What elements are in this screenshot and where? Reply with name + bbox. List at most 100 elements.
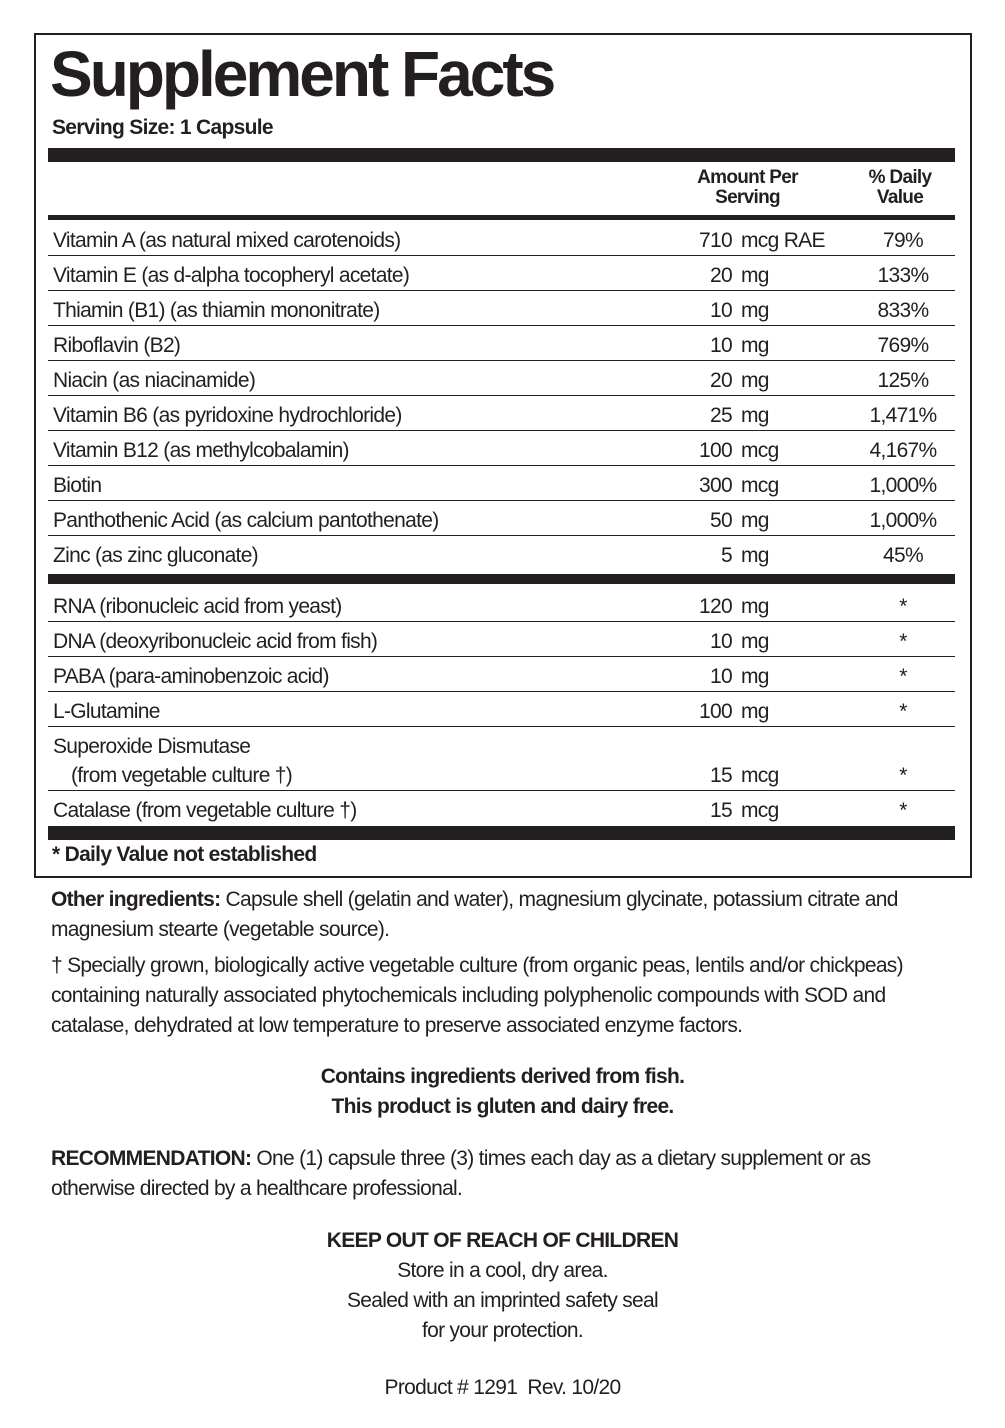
serving-size: Serving Size: 1 Capsule	[52, 116, 274, 139]
table-row: Niacin (as niacinamide) 20 mg 125%	[48, 361, 955, 396]
divider-thick	[48, 826, 955, 840]
warning: KEEP OUT OF REACH OF CHILDREN	[326, 1229, 679, 1252]
divider-medium	[48, 215, 955, 220]
header-amount-line: Amount Per	[697, 167, 798, 188]
amount-value: 15	[710, 799, 733, 822]
allergen-statement: Contains ingredients derived from fish. …	[0, 1062, 1005, 1122]
storage-line: Sealed with an imprinted safety seal	[347, 1289, 659, 1312]
daily-value: 45%	[883, 544, 924, 567]
amount-value: 120	[699, 595, 733, 618]
recommendation: RECOMMENDATION: One (1) capsule three (3…	[51, 1144, 951, 1204]
daily-value: 4,167%	[869, 439, 937, 462]
table-row: Vitamin B6 (as pyridoxine hydrochloride)…	[48, 396, 955, 431]
table-row: L-Glutamine 100 mg *	[48, 692, 955, 727]
daily-value: *	[899, 630, 907, 653]
table-row: Zinc (as zinc gluconate) 5 mg 45%	[48, 536, 955, 570]
amount-unit: mg	[741, 544, 769, 567]
nutrient-source: (from vegetable culture †)	[71, 764, 293, 787]
divider-thick	[48, 574, 955, 584]
amount-unit: mcg	[741, 764, 779, 787]
amount-value: 15	[710, 764, 733, 787]
table-row: Vitamin B12 (as methylcobalamin) 100 mcg 4,…	[48, 431, 955, 466]
table-row: Thiamin (B1) (as thiamin mononitrate) 10 m…	[48, 291, 955, 326]
amount-value: 20	[710, 369, 733, 392]
amount-unit: mcg	[741, 799, 779, 822]
daily-value: 1,000%	[869, 474, 937, 497]
other-ingredients-text: Capsule shell (gelatin and water), magne…	[51, 888, 898, 941]
divider-thick	[48, 148, 955, 162]
footnote: * Daily Value not established	[52, 843, 317, 866]
nutrient-name: Thiamin (B1) (as thiamin mononitrate)	[53, 299, 380, 322]
nutrient-name: Biotin	[53, 474, 102, 497]
nutrient-name: Vitamin B6 (as pyridoxine hydrochloride)	[53, 404, 402, 427]
storage-block: KEEP OUT OF REACH OF CHILDREN Store in a…	[0, 1226, 1005, 1346]
amount-value: 710	[699, 229, 733, 252]
nutrient-name: Panthothenic Acid (as calcium pantothena…	[53, 509, 439, 532]
amount-unit: mg	[741, 334, 769, 357]
amount-value: 100	[699, 700, 733, 723]
nutrient-name: Superoxide Dismutase	[53, 735, 251, 758]
daily-value: 133%	[877, 264, 930, 287]
nutrient-name: PABA (para-aminobenzoic acid)	[53, 665, 329, 688]
amount-value: 50	[710, 509, 733, 532]
amount-unit: mcg RAE	[741, 229, 825, 252]
amount-unit: mcg	[741, 474, 779, 497]
table-row: Vitamin A (as natural mixed carotenoids)…	[48, 221, 955, 256]
product-number: Product # 1291 Rev. 10/20	[384, 1376, 622, 1399]
header-amount: Amount Per Serving	[680, 168, 815, 208]
nutrient-name: Vitamin B12 (as methylcobalamin)	[53, 439, 350, 462]
daily-value: *	[899, 764, 907, 787]
daily-value: *	[899, 665, 907, 688]
other-ingredients: Other ingredients: Capsule shell (gelati…	[51, 885, 951, 945]
amount-value: 10	[710, 299, 733, 322]
table-row: Panthothenic Acid (as calcium pantothena…	[48, 501, 955, 536]
amount-value: 5	[721, 544, 733, 567]
nutrient-name: RNA (ribonucleic acid from yeast)	[53, 595, 342, 618]
nutrient-name: Zinc (as zinc gluconate)	[53, 544, 259, 567]
other-ingredients-label: Other ingredients:	[51, 888, 221, 911]
daily-value: 1,000%	[869, 509, 937, 532]
daily-value: *	[899, 595, 907, 618]
amount-unit: mcg	[741, 439, 779, 462]
daily-value: 769%	[877, 334, 930, 357]
amount-unit: mg	[741, 404, 769, 427]
storage-line: Store in a cool, dry area.	[397, 1259, 608, 1282]
daily-value: 1,471%	[869, 404, 937, 427]
amount-unit: mg	[741, 369, 769, 392]
amount-value: 10	[710, 665, 733, 688]
header-dv-line: Value	[876, 187, 924, 208]
allergen-line: This product is gluten and dairy free.	[331, 1095, 674, 1118]
table-row: Riboflavin (B2) 10 mg 769%	[48, 326, 955, 361]
dagger-note: † Specially grown, biologically active v…	[51, 954, 904, 1037]
vitamin-rows: Vitamin A (as natural mixed carotenoids)…	[48, 221, 955, 570]
amount-unit: mg	[741, 665, 769, 688]
nutrient-name: Vitamin A (as natural mixed carotenoids)	[53, 229, 401, 252]
nutrient-name: Niacin (as niacinamide)	[53, 369, 256, 392]
table-row: Biotin 300 mcg 1,000%	[48, 466, 955, 501]
nutrient-name: L-Glutamine	[53, 700, 160, 723]
daily-value: 833%	[877, 299, 930, 322]
daily-value: *	[899, 799, 907, 822]
amount-value: 20	[710, 264, 733, 287]
amount-unit: mg	[741, 630, 769, 653]
table-row: DNA (deoxyribonucleic acid from fish) 10 m…	[48, 622, 955, 657]
daily-value: 79%	[883, 229, 924, 252]
facts-panel-border	[34, 33, 972, 878]
amount-value: 10	[710, 334, 733, 357]
table-row: Superoxide Dismutase (from vegetable cult…	[48, 727, 955, 791]
table-row: Vitamin E (as d-alpha tocopheryl acetate…	[48, 256, 955, 291]
recommendation-label: RECOMMENDATION:	[51, 1147, 252, 1170]
amount-unit: mg	[741, 509, 769, 532]
amount-unit: mg	[741, 595, 769, 618]
page-title: Supplement Facts	[50, 38, 556, 110]
amount-value: 10	[710, 630, 733, 653]
daily-value: 125%	[877, 369, 930, 392]
nutrient-name: Catalase (from vegetable culture †)	[53, 799, 357, 822]
table-row: RNA (ribonucleic acid from yeast) 120 mg *	[48, 587, 955, 622]
table-row: Catalase (from vegetable culture †) 15 mcg…	[48, 791, 955, 825]
allergen-line: Contains ingredients derived from fish.	[320, 1065, 685, 1088]
amount-value: 300	[699, 474, 733, 497]
daily-value: *	[899, 700, 907, 723]
nutrient-name: Riboflavin (B2)	[53, 334, 181, 357]
